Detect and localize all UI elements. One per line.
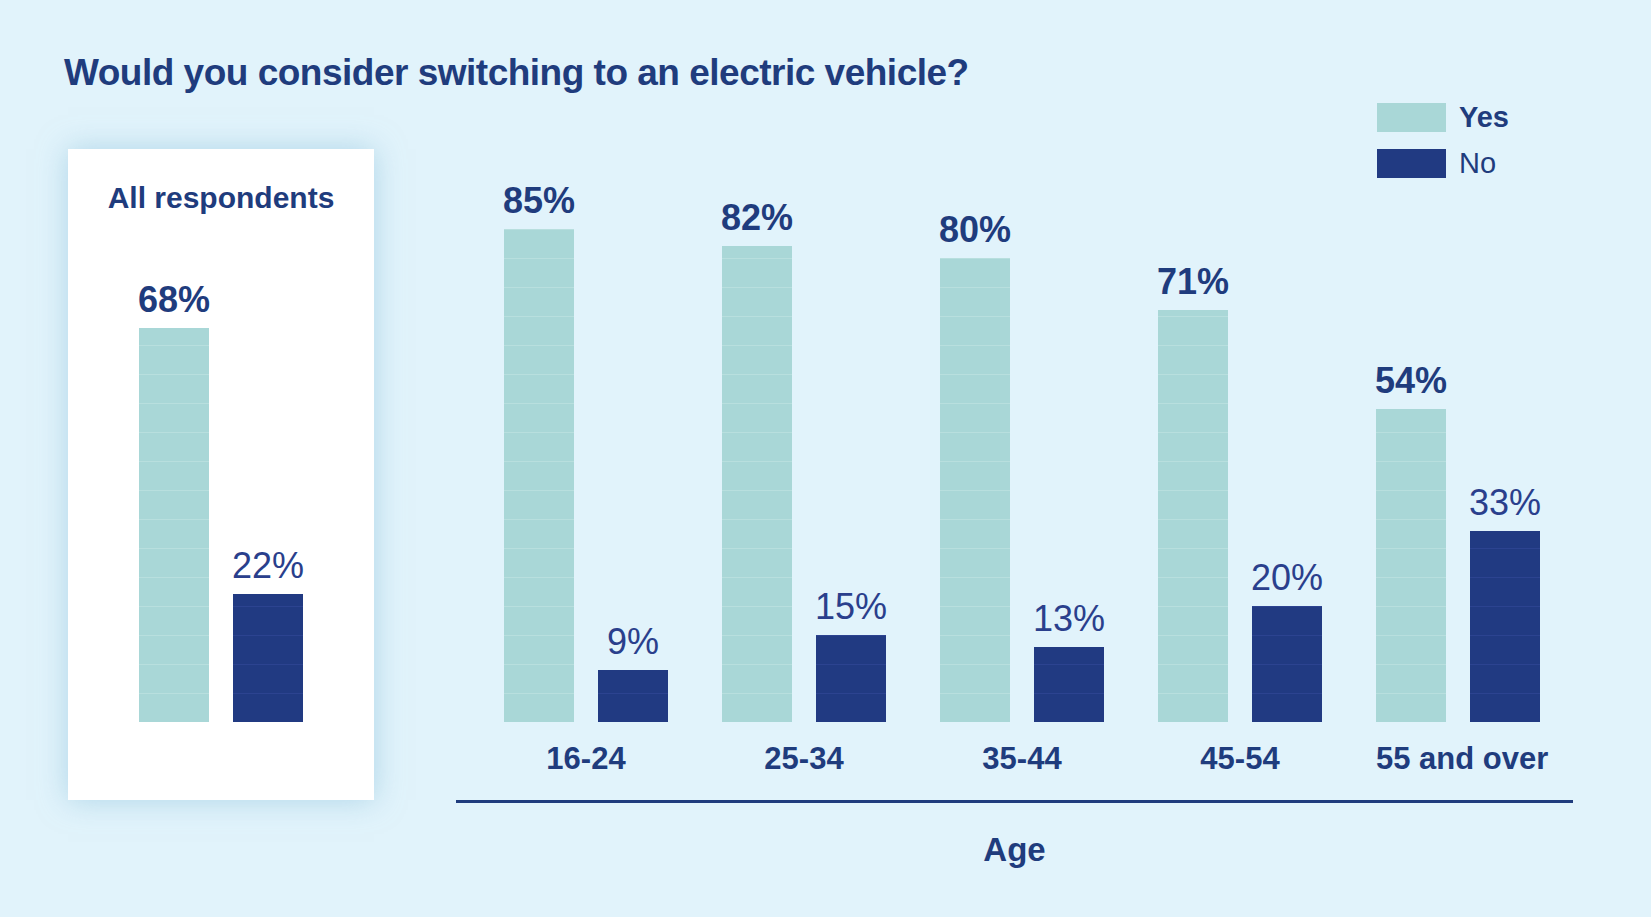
- no-value-label-25-34: 15%: [791, 589, 911, 625]
- yes-value-label-45-54: 71%: [1133, 264, 1253, 300]
- yes-value-label-25-34: 82%: [697, 200, 817, 236]
- yes-bar-25-34: [722, 246, 792, 722]
- no-bar-16-24: [598, 670, 668, 722]
- age-group-45-54: 71%20%: [1158, 0, 1322, 722]
- age-group-16-24: 85%9%: [504, 0, 668, 722]
- yes-value-label-16-24: 85%: [479, 183, 599, 219]
- yes-value-label-35-44: 80%: [915, 212, 1035, 248]
- category-label-35-44: 35-44: [940, 741, 1104, 777]
- x-axis-line: [456, 800, 1573, 803]
- yes-value-label-55 and over: 54%: [1351, 363, 1471, 399]
- age-group-35-44: 80%13%: [940, 0, 1104, 722]
- age-group-55-and-over: 54%33%: [1376, 0, 1540, 722]
- no-bar-55 and over: [1470, 531, 1540, 722]
- category-label-25-34: 25-34: [722, 741, 886, 777]
- age-chart: 85%9%16-2482%15%25-3480%13%35-4471%20%45…: [504, 0, 1594, 722]
- no-value-label-16-24: 9%: [573, 624, 693, 660]
- infographic-canvas: Would you consider switching to an elect…: [0, 0, 1651, 917]
- category-label-55-and-over: 55 and over: [1376, 741, 1540, 777]
- category-label-16-24: 16-24: [504, 741, 668, 777]
- yes-bar-16-24: [504, 229, 574, 722]
- all-respondents-bars: 68%22%: [139, 149, 303, 722]
- x-axis-title: Age: [456, 831, 1573, 869]
- yes-bar-55 and over: [1376, 409, 1446, 722]
- yes-bar-35-44: [940, 258, 1010, 722]
- yes-bar-45-54: [1158, 310, 1228, 722]
- no-bar-all-respondents: [233, 594, 303, 722]
- age-group-25-34: 82%15%: [722, 0, 886, 722]
- no-value-label-all-respondents: 22%: [208, 548, 328, 584]
- all-respondents-card: All respondents 68%22%: [68, 149, 374, 800]
- no-bar-35-44: [1034, 647, 1104, 722]
- category-label-45-54: 45-54: [1158, 741, 1322, 777]
- no-value-label-55 and over: 33%: [1445, 485, 1565, 521]
- yes-value-label-all-respondents: 68%: [114, 282, 234, 318]
- no-bar-25-34: [816, 635, 886, 722]
- yes-bar-all-respondents: [139, 328, 209, 722]
- no-bar-45-54: [1252, 606, 1322, 722]
- no-value-label-35-44: 13%: [1009, 601, 1129, 637]
- no-value-label-45-54: 20%: [1227, 560, 1347, 596]
